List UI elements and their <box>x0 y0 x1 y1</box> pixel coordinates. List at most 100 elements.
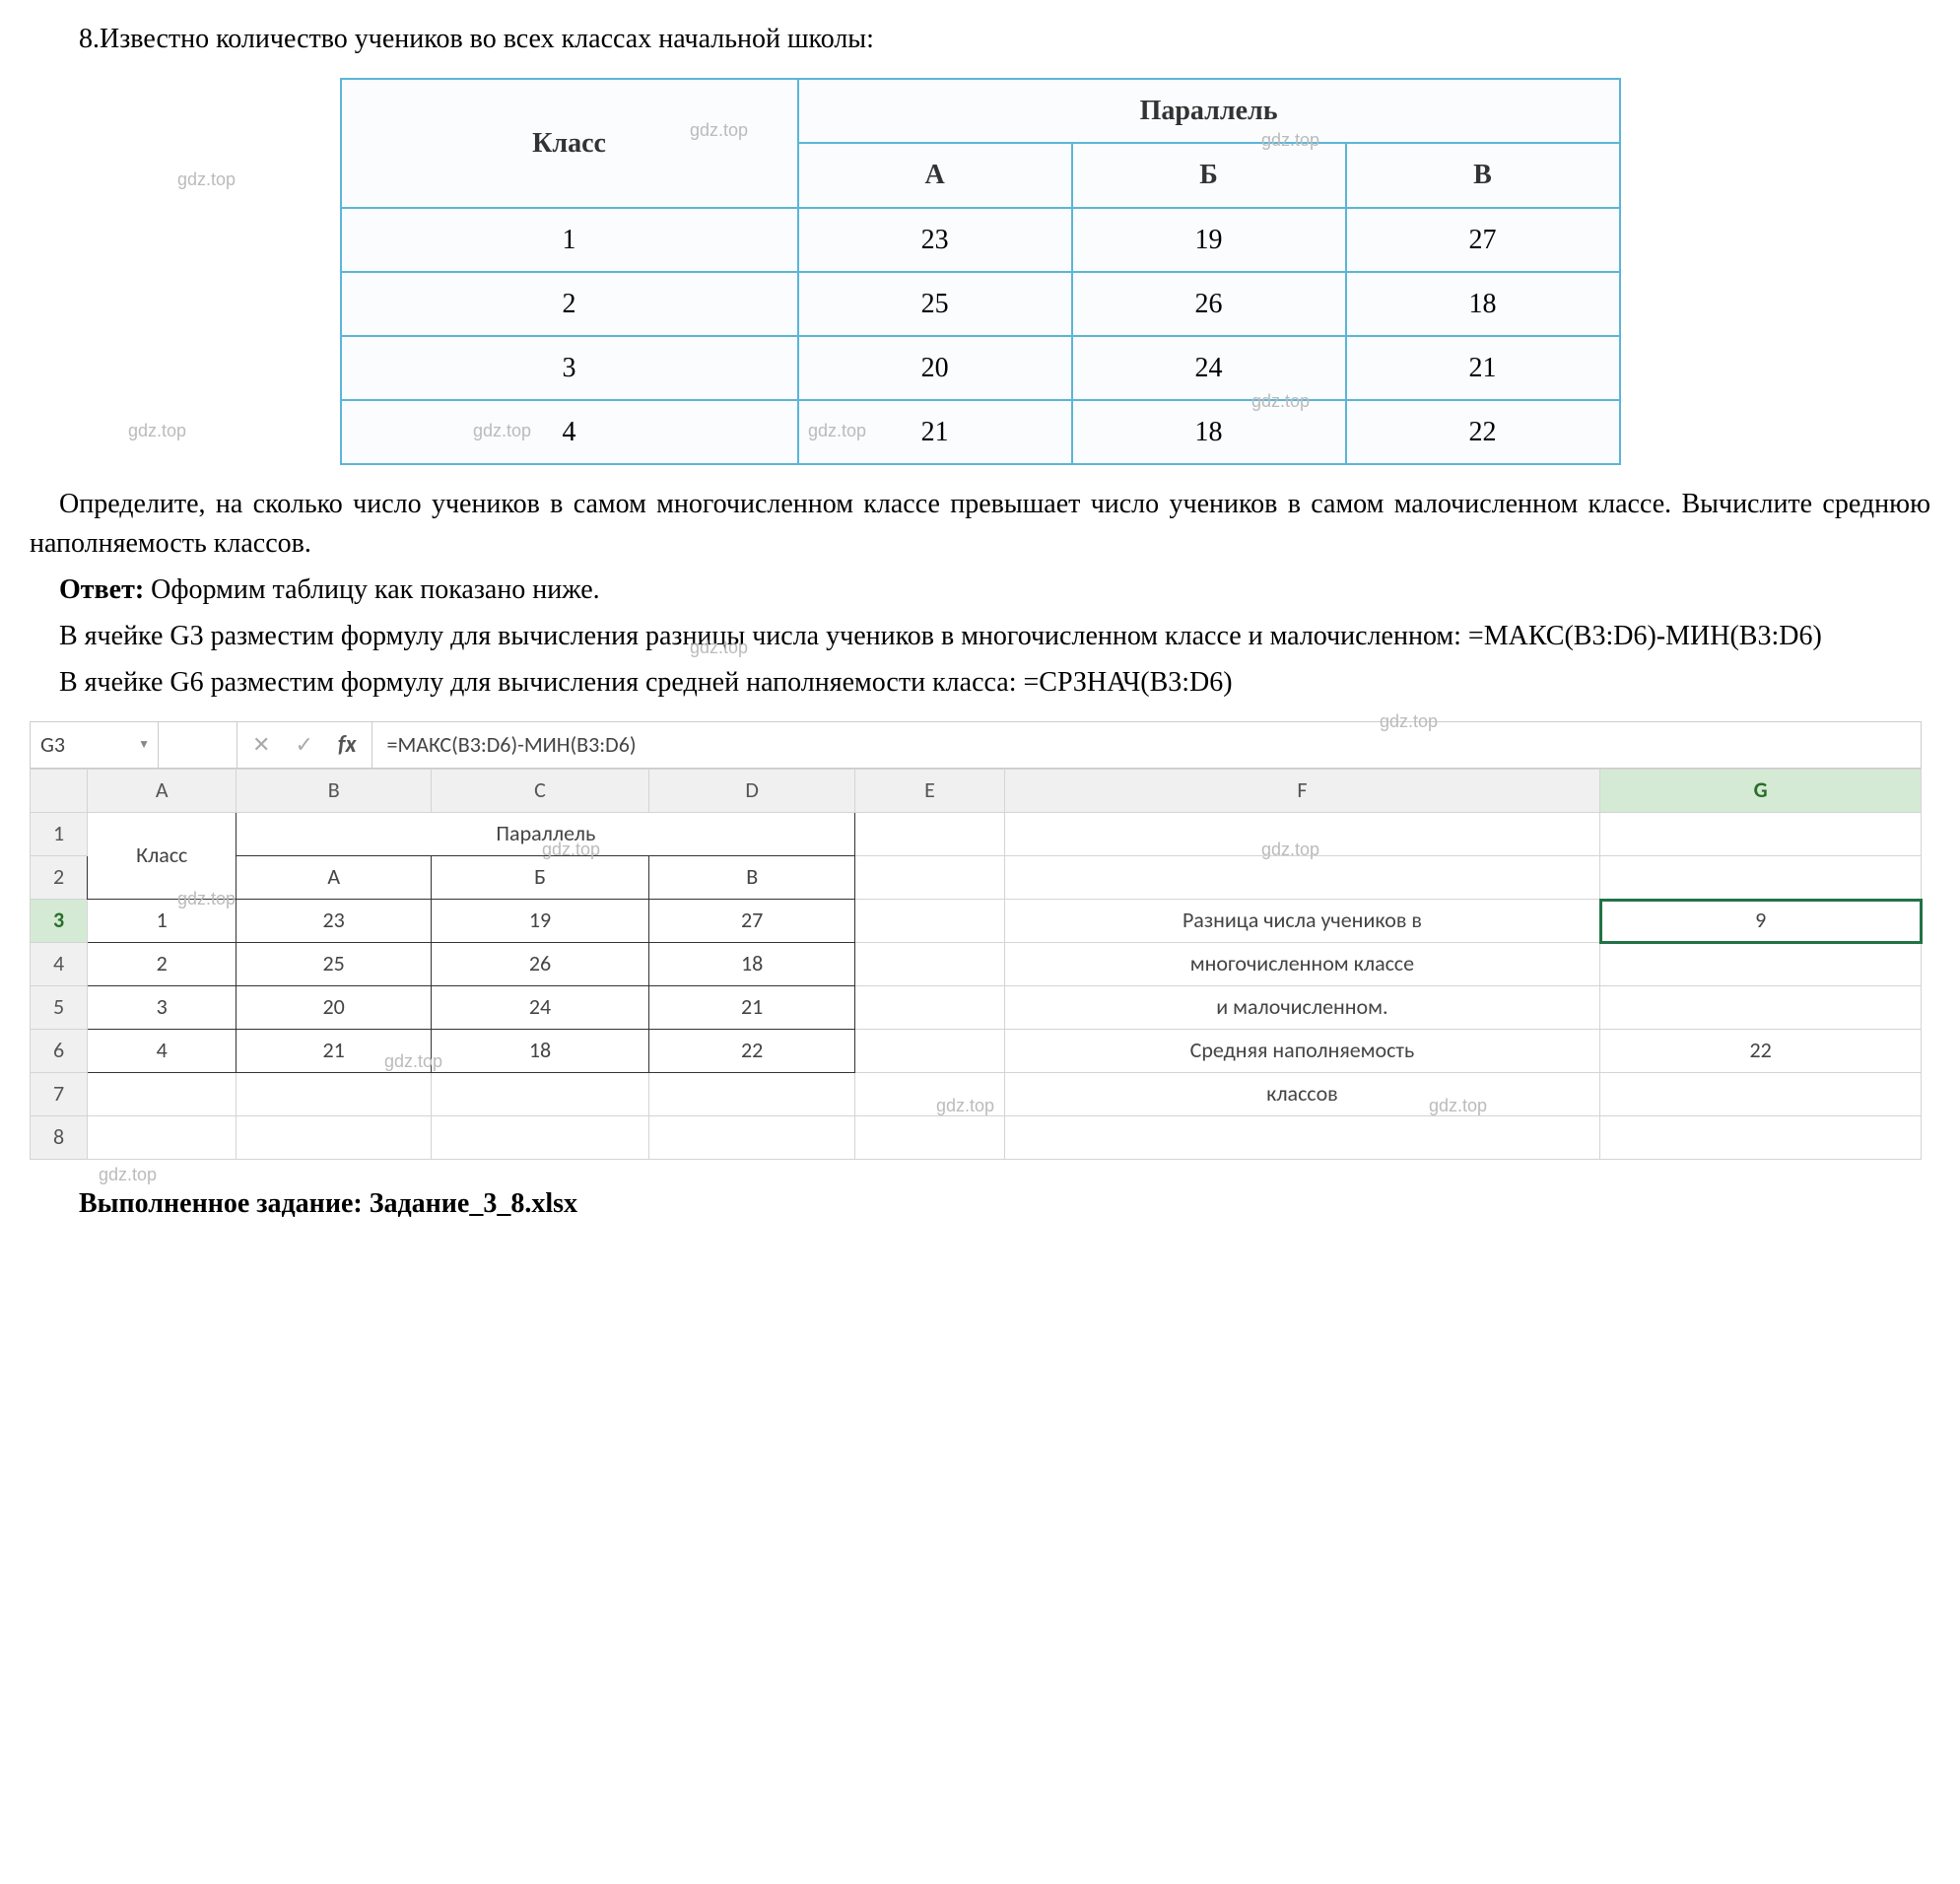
row-header[interactable]: 7 <box>31 1073 88 1116</box>
cell[interactable] <box>855 1116 1004 1160</box>
formula-bar: G3 ▼ ✕ ✓ fx =МАКС(B3:D6)-МИН(B3:D6) <box>30 721 1922 769</box>
problem-body-2: В ячейке G3 разместим формулу для вычисл… <box>30 617 1930 655</box>
cell[interactable]: 3 <box>88 986 237 1030</box>
cell[interactable] <box>88 1116 237 1160</box>
answer-label: Ответ: <box>59 574 151 605</box>
answer-text: Оформим таблицу как показано ниже. <box>151 574 600 605</box>
watermark: gdz.top <box>128 419 186 443</box>
cell[interactable]: Средняя наполняемость <box>1004 1030 1600 1073</box>
watermark: gdz.top <box>177 168 236 192</box>
excel-grid[interactable]: A B C D E F G 1 Класс Параллель 2 А Б В … <box>30 769 1922 1160</box>
cell[interactable]: 1 <box>88 900 237 943</box>
grid-corner[interactable] <box>31 770 88 813</box>
problem-number: 8.Известно количество учеников во всех к… <box>30 20 1930 58</box>
cell[interactable] <box>855 900 1004 943</box>
row-header[interactable]: 3 <box>31 900 88 943</box>
cell[interactable]: 22 <box>1600 1030 1922 1073</box>
cell[interactable] <box>1004 856 1600 900</box>
problem-body-1: Определите, на сколько число учеников в … <box>30 485 1930 562</box>
cell[interactable] <box>855 986 1004 1030</box>
cell[interactable] <box>1600 813 1922 856</box>
cell[interactable] <box>855 1073 1004 1116</box>
cell[interactable]: 21 <box>237 1030 432 1073</box>
cell[interactable] <box>855 1030 1004 1073</box>
table-row: 3 20 24 21 <box>341 336 1620 400</box>
row-header[interactable]: 8 <box>31 1116 88 1160</box>
row-header[interactable]: 4 <box>31 943 88 986</box>
cell[interactable]: Разница числа учеников в <box>1004 900 1600 943</box>
table-row: 1 23 19 27 <box>341 208 1620 272</box>
cell[interactable] <box>649 1116 855 1160</box>
cell[interactable]: Б <box>432 856 649 900</box>
cell[interactable] <box>649 1073 855 1116</box>
row-header[interactable]: 6 <box>31 1030 88 1073</box>
cell[interactable]: 2 <box>88 943 237 986</box>
cell[interactable]: 21 <box>649 986 855 1030</box>
cell[interactable]: Параллель <box>237 813 855 856</box>
th-a: А <box>798 143 1072 207</box>
col-header-a[interactable]: A <box>88 770 237 813</box>
cell-selected[interactable]: 9 <box>1600 900 1922 943</box>
completed-task: Выполненное задание: Задание_3_8.xlsx <box>30 1184 1930 1223</box>
cell[interactable] <box>1600 1116 1922 1160</box>
cell[interactable]: 18 <box>649 943 855 986</box>
col-header-f[interactable]: F <box>1004 770 1600 813</box>
th-parallel: Параллель <box>798 79 1620 143</box>
cell[interactable] <box>237 1116 432 1160</box>
cell[interactable] <box>855 813 1004 856</box>
row-header[interactable]: 1 <box>31 813 88 856</box>
cell[interactable] <box>1600 943 1922 986</box>
cell[interactable]: 18 <box>432 1030 649 1073</box>
cell[interactable]: А <box>237 856 432 900</box>
col-header-c[interactable]: C <box>432 770 649 813</box>
problem-data-table: Класс Параллель А Б В 1 23 19 27 2 25 26… <box>340 78 1621 465</box>
confirm-icon[interactable]: ✓ <box>295 730 312 761</box>
cell[interactable] <box>432 1073 649 1116</box>
cell[interactable]: многочисленном классе <box>1004 943 1600 986</box>
th-b: Б <box>1072 143 1346 207</box>
th-class: Класс <box>341 79 798 207</box>
name-box[interactable]: G3 ▼ <box>31 722 159 768</box>
cell[interactable]: 24 <box>432 986 649 1030</box>
cell[interactable]: и малочисленном. <box>1004 986 1600 1030</box>
cell[interactable] <box>1600 856 1922 900</box>
cell[interactable]: 19 <box>432 900 649 943</box>
cell[interactable]: 26 <box>432 943 649 986</box>
cell[interactable]: 27 <box>649 900 855 943</box>
table-row: 2 25 26 18 <box>341 272 1620 336</box>
cell[interactable]: В <box>649 856 855 900</box>
cell[interactable]: 20 <box>237 986 432 1030</box>
col-header-g[interactable]: G <box>1600 770 1922 813</box>
cell[interactable] <box>1600 1073 1922 1116</box>
col-header-b[interactable]: B <box>237 770 432 813</box>
excel-screenshot: G3 ▼ ✕ ✓ fx =МАКС(B3:D6)-МИН(B3:D6) A B … <box>30 721 1922 1160</box>
row-header[interactable]: 5 <box>31 986 88 1030</box>
fx-icon[interactable]: fx <box>338 728 357 762</box>
col-header-d[interactable]: D <box>649 770 855 813</box>
cell[interactable] <box>1600 986 1922 1030</box>
cell[interactable] <box>855 856 1004 900</box>
cancel-icon[interactable]: ✕ <box>252 730 270 761</box>
cell[interactable]: Класс <box>88 813 237 900</box>
answer-line: Ответ: Оформим таблицу как показано ниже… <box>30 571 1930 609</box>
cell[interactable] <box>855 943 1004 986</box>
cell[interactable]: 23 <box>237 900 432 943</box>
th-v: В <box>1346 143 1620 207</box>
formula-bar-icons: ✕ ✓ fx <box>237 722 372 768</box>
row-header[interactable]: 2 <box>31 856 88 900</box>
formula-input[interactable]: =МАКС(B3:D6)-МИН(B3:D6) <box>372 722 1922 768</box>
cell[interactable] <box>1004 1116 1600 1160</box>
cell[interactable]: 22 <box>649 1030 855 1073</box>
formula-bar-spacer <box>159 722 237 768</box>
table-row: 4 21 18 22 <box>341 400 1620 464</box>
cell[interactable]: классов <box>1004 1073 1600 1116</box>
cell[interactable] <box>237 1073 432 1116</box>
cell[interactable] <box>432 1116 649 1160</box>
cell[interactable]: 25 <box>237 943 432 986</box>
cell[interactable] <box>88 1073 237 1116</box>
col-header-e[interactable]: E <box>855 770 1004 813</box>
name-box-dropdown-icon[interactable]: ▼ <box>138 737 150 754</box>
problem-body-3: В ячейке G6 разместим формулу для вычисл… <box>30 663 1930 702</box>
cell[interactable]: 4 <box>88 1030 237 1073</box>
cell[interactable] <box>1004 813 1600 856</box>
